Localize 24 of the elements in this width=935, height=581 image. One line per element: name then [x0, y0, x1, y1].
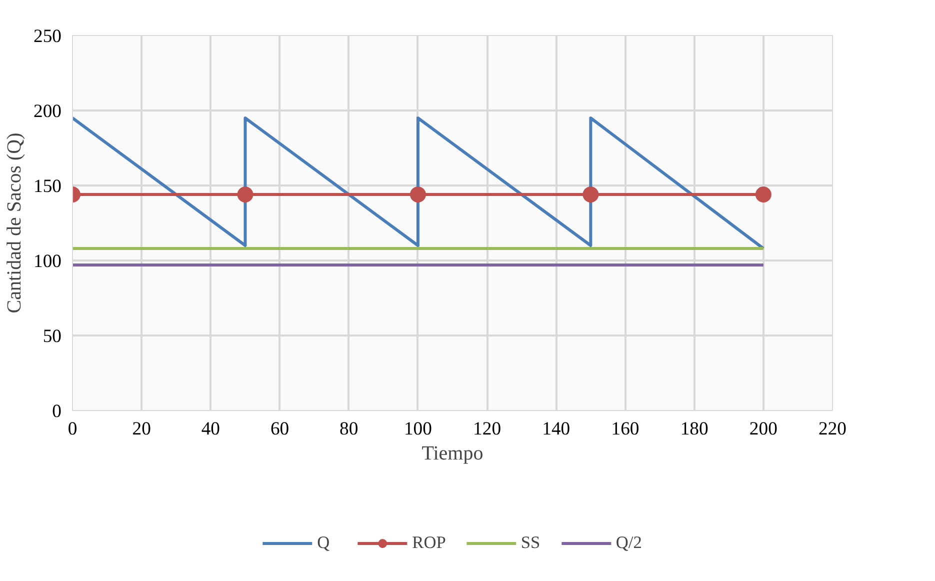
y-tick-label: 250 [34, 26, 62, 47]
x-axis-title: Tiempo [422, 442, 484, 464]
legend-label: Q [317, 533, 331, 553]
x-tick-label: 100 [404, 418, 432, 440]
y-tick-label: 100 [34, 251, 62, 272]
y-tick-label: 200 [34, 101, 62, 122]
x-tick-label: 80 [340, 418, 358, 440]
y-tick-label: 150 [34, 176, 62, 197]
y-tick-label: 0 [52, 401, 62, 422]
y-axis-title: Cantidad de Sacos (Q) [4, 132, 26, 314]
x-tick-label: 220 [818, 418, 846, 440]
x-tick-label: 60 [270, 418, 290, 440]
legend-label: ROP [412, 533, 446, 553]
x-tick-label: 0 [68, 418, 78, 440]
legend-label: SS [520, 533, 541, 553]
y-tick-label: 50 [42, 326, 62, 347]
x-tick-label: 200 [749, 418, 778, 440]
x-tick-label: 160 [611, 418, 640, 440]
x-tick-label: 20 [132, 418, 151, 440]
x-tick-label: 120 [473, 418, 502, 440]
x-tick-label: 180 [680, 418, 708, 440]
x-tick-label: 140 [542, 418, 570, 440]
legend-label: Q/2 [616, 533, 642, 553]
x-tick-label: 40 [201, 418, 220, 440]
